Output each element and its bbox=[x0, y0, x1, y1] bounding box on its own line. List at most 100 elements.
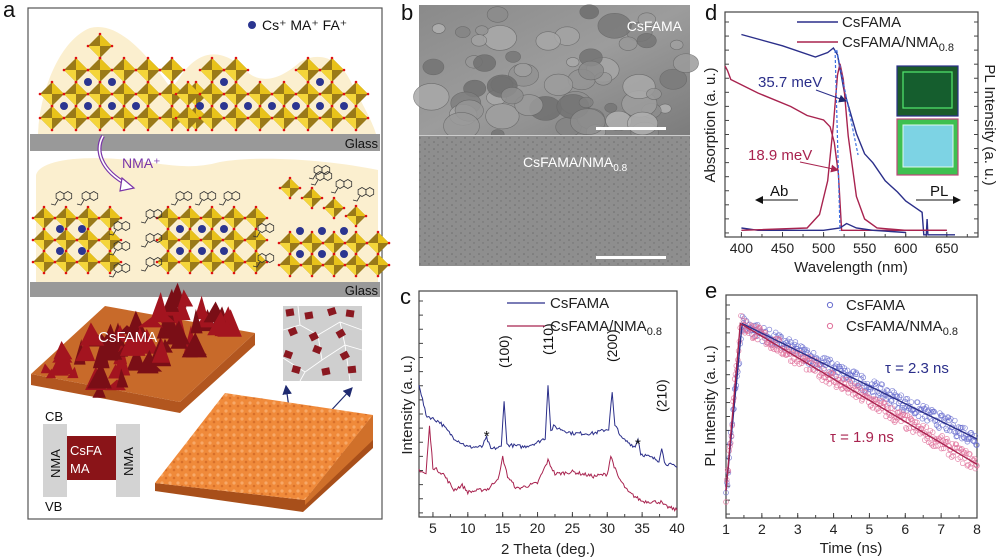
glass-label-top: Glass bbox=[345, 136, 379, 151]
e-data-point bbox=[823, 362, 829, 368]
e-data-point bbox=[742, 318, 749, 325]
octahedron bbox=[221, 249, 247, 275]
d-ylabel-right: PL Intensity (a. u.) bbox=[981, 64, 998, 185]
octahedron bbox=[277, 252, 303, 278]
d-plot-frame bbox=[724, 11, 979, 238]
c-peak-label: (200) bbox=[604, 329, 620, 362]
e-data-point bbox=[723, 499, 729, 505]
octahedron bbox=[31, 227, 57, 253]
nma-molecules bbox=[50, 165, 375, 278]
rough-film-grains bbox=[40, 282, 242, 398]
e-data-point bbox=[857, 385, 863, 391]
grain-spike bbox=[116, 368, 129, 388]
octahedron bbox=[322, 196, 346, 220]
grain bbox=[345, 309, 355, 318]
cation bbox=[296, 250, 304, 258]
film-top bbox=[38, 26, 376, 134]
scale-bar-bottom bbox=[596, 256, 666, 259]
octahedron bbox=[75, 205, 101, 231]
cation bbox=[340, 102, 348, 110]
grain-spike bbox=[126, 346, 146, 371]
cation bbox=[78, 225, 86, 233]
e-xlabel: Time (ns) bbox=[820, 540, 883, 557]
nma-band-right bbox=[116, 424, 140, 497]
e-data-point bbox=[929, 429, 936, 436]
cation-legend: Cs⁺ MA⁺ FA⁺ bbox=[262, 17, 347, 33]
grain-spike bbox=[108, 364, 122, 379]
e-xtick-label: 6 bbox=[901, 521, 909, 537]
nma-band-left-label: NMA bbox=[48, 449, 63, 478]
octahedron bbox=[270, 104, 298, 132]
c-xtick-label: 20 bbox=[530, 520, 546, 536]
e-xtick-label: 3 bbox=[794, 521, 802, 537]
panel-label-b: b bbox=[401, 0, 413, 25]
octahedron bbox=[222, 80, 250, 108]
cation bbox=[176, 247, 184, 255]
octahedron bbox=[246, 80, 274, 108]
c-xtick-label: 40 bbox=[669, 520, 685, 536]
grain-spike bbox=[92, 383, 106, 398]
sem-grain bbox=[413, 83, 450, 111]
e-data-point bbox=[910, 429, 916, 435]
octahedron bbox=[110, 104, 138, 132]
cation bbox=[292, 102, 300, 110]
d-xtick-label: 600 bbox=[894, 240, 918, 256]
c-series-2 bbox=[418, 425, 678, 513]
cation bbox=[196, 102, 204, 110]
d-xlabel: Wavelength (nm) bbox=[794, 259, 908, 276]
e-data-point bbox=[931, 409, 938, 415]
grain bbox=[308, 331, 319, 342]
e-data-point bbox=[973, 462, 979, 468]
nma-molecule bbox=[330, 179, 353, 194]
sem-grain bbox=[483, 25, 517, 51]
grain-spike bbox=[92, 338, 110, 369]
e-ylabel: PL Intensity (a. u.) bbox=[702, 345, 719, 466]
e-xtick-label: 5 bbox=[866, 521, 874, 537]
e-data-point bbox=[890, 417, 896, 423]
d-ylabel-left: Absorption (a. u.) bbox=[702, 67, 719, 182]
e-legend-2: CsFAMA/NMA0.8 bbox=[846, 318, 958, 338]
e-data-point bbox=[828, 369, 834, 376]
c-peak-label: (100) bbox=[496, 335, 512, 368]
octahedron bbox=[86, 80, 114, 108]
e-data-point bbox=[773, 346, 780, 353]
e-xtick-label: 8 bbox=[973, 521, 981, 537]
grain-spike bbox=[162, 288, 179, 312]
e-data-point bbox=[774, 347, 781, 354]
e-data-point bbox=[920, 422, 926, 429]
grain-spike bbox=[40, 363, 53, 374]
d-xtick-label: 500 bbox=[812, 240, 836, 256]
absorption-pl-chart: 400 450 500 550 600 650 bbox=[724, 11, 979, 256]
e-data-point bbox=[961, 449, 967, 456]
octahedron bbox=[199, 249, 225, 275]
e-data-point bbox=[786, 336, 792, 342]
cation bbox=[60, 102, 68, 110]
e-data-point bbox=[908, 399, 915, 405]
e-data-point bbox=[814, 361, 821, 368]
octahedron bbox=[344, 204, 368, 228]
e-data-point bbox=[944, 438, 951, 445]
e-data-point bbox=[948, 454, 955, 460]
c-legend-2: CsFAMA/NMA0.8 bbox=[550, 318, 662, 338]
e-data-point bbox=[963, 450, 970, 456]
grain bbox=[291, 365, 301, 374]
e-legend-1: CsFAMA bbox=[846, 297, 905, 314]
cation bbox=[220, 247, 228, 255]
e-data-point bbox=[924, 435, 930, 442]
nma-molecule bbox=[140, 209, 163, 224]
cation bbox=[316, 102, 324, 110]
e-xtick-label: 4 bbox=[830, 521, 838, 537]
e-data-point bbox=[944, 427, 950, 433]
grain bbox=[347, 365, 357, 374]
e-data-point bbox=[858, 372, 865, 379]
e-tau-2: τ = 1.9 ns bbox=[830, 429, 894, 446]
grain-spike bbox=[153, 312, 175, 323]
e-data-point bbox=[878, 381, 885, 387]
e-data-point bbox=[929, 442, 935, 448]
sem-grain bbox=[618, 36, 638, 51]
trpl-chart: 1 2 3 4 5 6 7 8 bbox=[722, 294, 981, 537]
sem-grain bbox=[486, 6, 509, 23]
e-data-point bbox=[834, 382, 840, 389]
cation bbox=[220, 225, 228, 233]
